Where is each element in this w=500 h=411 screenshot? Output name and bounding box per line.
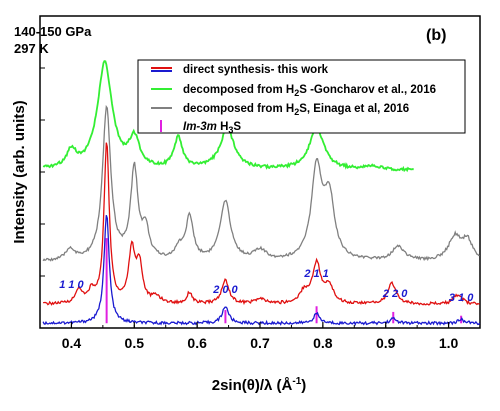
x-axis-label-main: 2sin(θ)/λ (Å	[212, 377, 293, 394]
miller-index-label: 2 0 0	[212, 284, 238, 296]
legend-einaga-prefix: decomposed from H	[183, 103, 294, 115]
temperature-label: 297 K	[14, 41, 49, 56]
legend-box	[137, 59, 466, 134]
x-axis-label-sup: -1	[292, 376, 301, 387]
legend-h3s-prefix: H	[217, 121, 229, 133]
x-axis-label: 2sin(θ)/λ (Å-1)	[212, 376, 307, 394]
legend-h3s-italic: Im-3m	[183, 121, 217, 133]
legend: direct synthesis- this work decomposed f…	[137, 59, 466, 135]
miller-index-label: 1 1 0	[59, 279, 84, 291]
x-tick-label: 1.0	[439, 335, 459, 351]
x-tick-label: 0.8	[313, 335, 333, 351]
legend-h3s-sub: 3	[228, 125, 233, 135]
x-axis-label-close: )	[301, 377, 306, 394]
legend-einaga-sub: 2	[294, 107, 299, 117]
x-axis-ticks: 0.4 0.5 0.6 0.7 0.8 0.9 1.0	[39, 322, 459, 351]
y-axis-label: Intensity (arb. units)	[11, 100, 28, 243]
legend-label-h3s: Im-3m H3S	[183, 121, 241, 135]
x-tick-label: 0.5	[125, 335, 145, 351]
miller-index-label: 2 1 1	[303, 268, 328, 280]
y-axis-ticks	[40, 15, 45, 277]
legend-goncharov-suffix: S -Goncharov et al., 2016	[299, 84, 436, 96]
legend-goncharov-prefix: decomposed from H	[183, 84, 294, 96]
panel-label: (b)	[426, 27, 446, 44]
legend-label-goncharov: decomposed from H2S -Goncharov et al., 2…	[183, 84, 436, 98]
legend-einaga-suffix: S, Einaga et al, 2016	[299, 103, 409, 115]
miller-index-labels: 1 1 0 2 0 0 2 1 1 2 2 0 3 1 0	[59, 268, 474, 304]
series-line	[43, 142, 480, 306]
x-tick-label: 0.6	[187, 335, 207, 351]
miller-index-label: 2 2 0	[382, 288, 408, 300]
legend-goncharov-sub: 2	[294, 88, 299, 98]
legend-label-einaga: decomposed from H2S, Einaga et al, 2016	[183, 103, 409, 117]
x-tick-label: 0.9	[376, 335, 396, 351]
legend-h3s-suffix: S	[233, 121, 241, 133]
series-line	[42, 214, 481, 327]
legend-label-direct-synthesis: direct synthesis- this work	[183, 64, 329, 76]
miller-index-label: 3 1 0	[449, 292, 474, 304]
x-tick-label: 0.4	[62, 335, 82, 351]
series-line	[42, 104, 480, 262]
pressure-label: 140-150 GPa	[14, 24, 92, 39]
x-tick-label: 0.7	[250, 335, 270, 351]
